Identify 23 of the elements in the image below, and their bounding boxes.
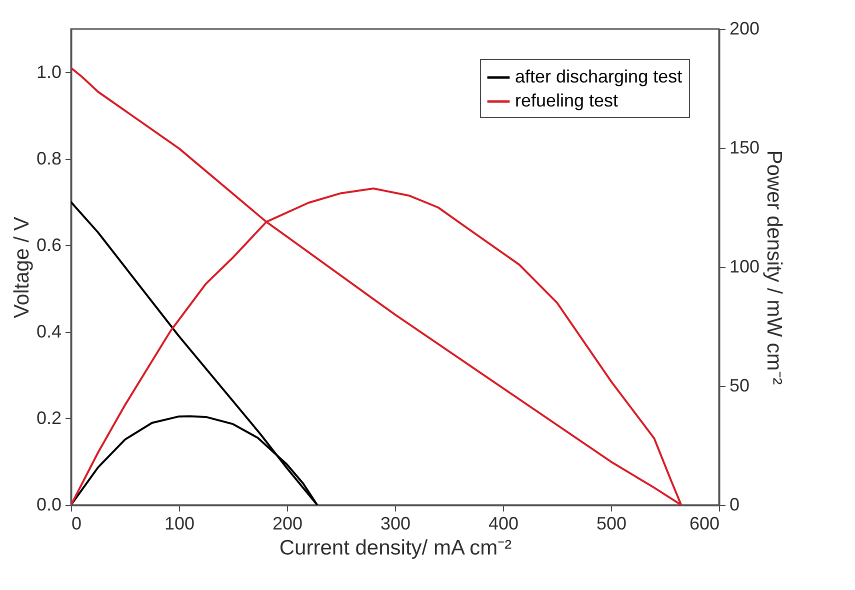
y-tick-label: 0.6 <box>36 234 62 255</box>
y2-tick-label: 200 <box>730 18 760 38</box>
x-tick-label: 400 <box>488 514 519 534</box>
x-tick-label: 0 <box>72 514 82 534</box>
x-tick-label: 300 <box>380 514 411 534</box>
x-tick-label: 500 <box>596 514 627 534</box>
y2-tick-label: 150 <box>730 138 760 158</box>
y2-axis-title: Power density / mW cm⁻² <box>762 150 786 385</box>
y2-tick-label: 50 <box>730 376 750 396</box>
x-tick-label: 100 <box>164 514 195 534</box>
y2-tick-label: 100 <box>730 256 760 276</box>
y-axis-title: Voltage / V <box>10 216 34 318</box>
y-tick-label: 1.0 <box>36 62 62 82</box>
y-tick-label: 0.0 <box>36 494 62 514</box>
y2-tick-label: 0 <box>730 494 740 514</box>
x-tick-label: 200 <box>272 514 303 534</box>
y-tick-label: 0.2 <box>36 408 62 428</box>
y-tick-label: 0.8 <box>36 148 62 168</box>
x-axis-title: Current density/ mA cm⁻² <box>279 536 512 560</box>
y-tick-label: 0.4 <box>36 321 62 342</box>
x-tick-label: 600 <box>689 514 720 534</box>
legend-label: after discharging test <box>515 66 682 86</box>
legend-label: refueling test <box>515 90 618 110</box>
